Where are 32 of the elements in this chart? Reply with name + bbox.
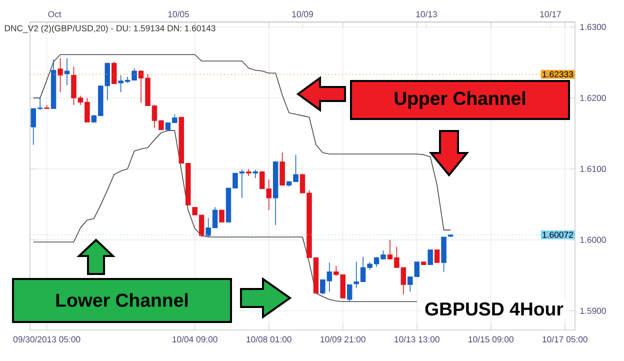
candlestick: [280, 152, 285, 186]
x-tick-label: 10/17 05:00: [542, 336, 588, 342]
candlestick: [58, 58, 63, 93]
candlestick: [252, 169, 258, 179]
y-tick-label: 1.6000: [580, 236, 606, 243]
x2-tick-label: 10/09: [292, 10, 313, 18]
y-tick-label: 1.5900: [580, 308, 606, 314]
x2-tick-label: Oct: [48, 11, 62, 18]
x-tick-label: 10/04 09:00: [172, 336, 218, 342]
ref-line-label: 1.60072: [542, 232, 573, 238]
annotation: DNC_V2 (2)(GBP/USD,20) - DU: 1.59134 DN: 1.60143: [4, 24, 216, 34]
y-tick-label: 1.6300: [580, 24, 606, 30]
x-tick-label: 10/09 21:00: [320, 336, 366, 342]
x-tick-label: 10/15 09:00: [468, 336, 514, 342]
candlestick: [111, 61, 117, 84]
candlestick: [434, 249, 440, 263]
candlestick: [64, 58, 70, 86]
x2-tick-label: 10/17: [540, 10, 561, 18]
candlestick: [428, 250, 433, 265]
x-tick-label: 09/30/2013 05:00: [13, 336, 80, 342]
x2-tick-label: 10/13: [416, 10, 437, 18]
x-tick-label: 10/08 01:00: [246, 336, 292, 342]
ref-line-label: 1.62333: [542, 71, 574, 78]
annotation: Upper Channel: [394, 91, 526, 109]
y-tick-label: 1.6200: [580, 94, 606, 101]
candlestick: [219, 210, 224, 223]
x-tick-label: 10/13 13:00: [394, 336, 440, 342]
candlestick: [346, 284, 352, 302]
annotation: GBPUSD 4Hour: [425, 302, 564, 316]
y-tick-label: 1.6100: [580, 166, 606, 172]
annotation: Lower Channel: [56, 293, 188, 307]
x2-tick-label: 10/05: [168, 10, 189, 18]
